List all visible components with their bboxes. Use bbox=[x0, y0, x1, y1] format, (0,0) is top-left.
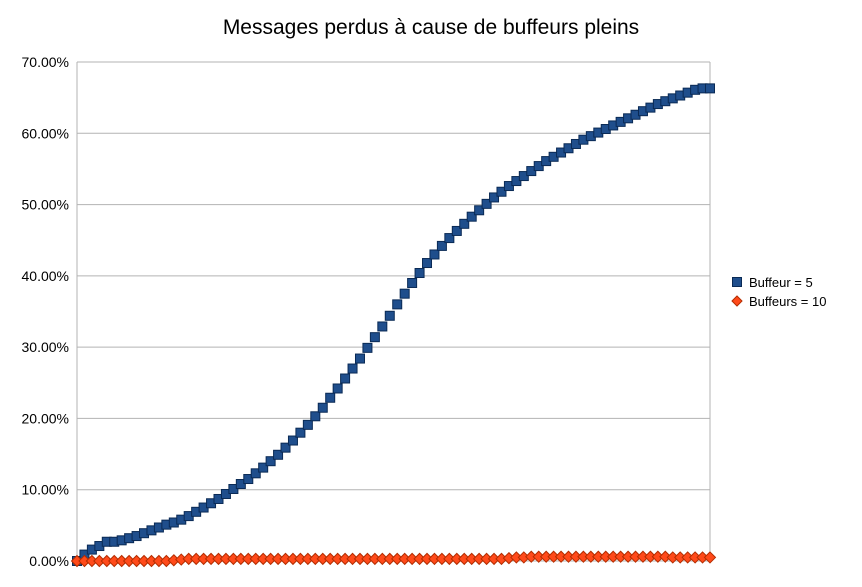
data-point bbox=[481, 198, 492, 209]
data-point bbox=[310, 411, 321, 422]
y-tick-label: 70.00% bbox=[22, 54, 69, 70]
legend: Buffeur = 5 Buffeurs = 10 bbox=[731, 275, 826, 309]
data-point bbox=[340, 373, 351, 384]
data-point bbox=[332, 383, 343, 394]
data-point bbox=[377, 321, 388, 332]
data-point bbox=[466, 211, 477, 222]
plot-series bbox=[70, 83, 717, 568]
legend-label: Buffeurs = 10 bbox=[749, 294, 826, 309]
data-point bbox=[295, 427, 306, 438]
data-point bbox=[703, 551, 717, 564]
data-point bbox=[302, 419, 313, 430]
legend-item: Buffeur = 5 bbox=[732, 275, 813, 290]
data-point bbox=[325, 392, 336, 403]
data-point bbox=[243, 474, 254, 485]
y-tick-label: 50.00% bbox=[22, 197, 69, 213]
chart-title: Messages perdus à cause de buffeurs plei… bbox=[223, 16, 639, 39]
data-point bbox=[317, 402, 328, 413]
y-tick-label: 20.00% bbox=[22, 410, 69, 426]
data-point bbox=[489, 192, 500, 203]
data-point bbox=[414, 268, 425, 279]
data-point bbox=[459, 218, 470, 229]
data-point bbox=[369, 332, 380, 343]
legend-label: Buffeur = 5 bbox=[749, 275, 813, 290]
data-point bbox=[347, 363, 358, 374]
data-point bbox=[705, 83, 715, 94]
legend-item: Buffeurs = 10 bbox=[731, 294, 826, 309]
legend-swatch bbox=[731, 295, 743, 307]
y-tick-label: 30.00% bbox=[22, 339, 69, 355]
data-point bbox=[280, 442, 291, 453]
data-point bbox=[273, 449, 284, 460]
data-point bbox=[287, 435, 298, 446]
series-1 bbox=[72, 83, 715, 566]
y-axis-tick-labels: 0.00% 10.00% 20.00% 30.00% 40.00% 50.00% 60.00… bbox=[22, 54, 69, 569]
data-point bbox=[444, 233, 455, 244]
data-point bbox=[422, 258, 433, 269]
data-point bbox=[354, 353, 365, 364]
series-2 bbox=[70, 550, 717, 568]
y-tick-label: 40.00% bbox=[22, 268, 69, 284]
gridlines bbox=[76, 61, 711, 562]
y-tick-label: 10.00% bbox=[22, 482, 69, 498]
legend-swatch bbox=[732, 277, 742, 287]
data-point bbox=[250, 468, 261, 479]
data-point bbox=[407, 277, 418, 288]
data-point bbox=[265, 456, 276, 467]
data-point bbox=[362, 342, 373, 353]
data-point bbox=[451, 225, 462, 236]
y-tick-label: 0.00% bbox=[29, 553, 69, 569]
data-point bbox=[258, 462, 269, 473]
data-point bbox=[384, 310, 395, 321]
data-point bbox=[474, 205, 485, 216]
data-point bbox=[496, 186, 507, 197]
y-tick-label: 60.00% bbox=[22, 125, 69, 141]
data-point bbox=[429, 249, 440, 260]
data-point bbox=[659, 550, 672, 563]
data-point bbox=[399, 288, 410, 299]
data-point bbox=[436, 240, 447, 251]
data-point bbox=[392, 299, 403, 310]
